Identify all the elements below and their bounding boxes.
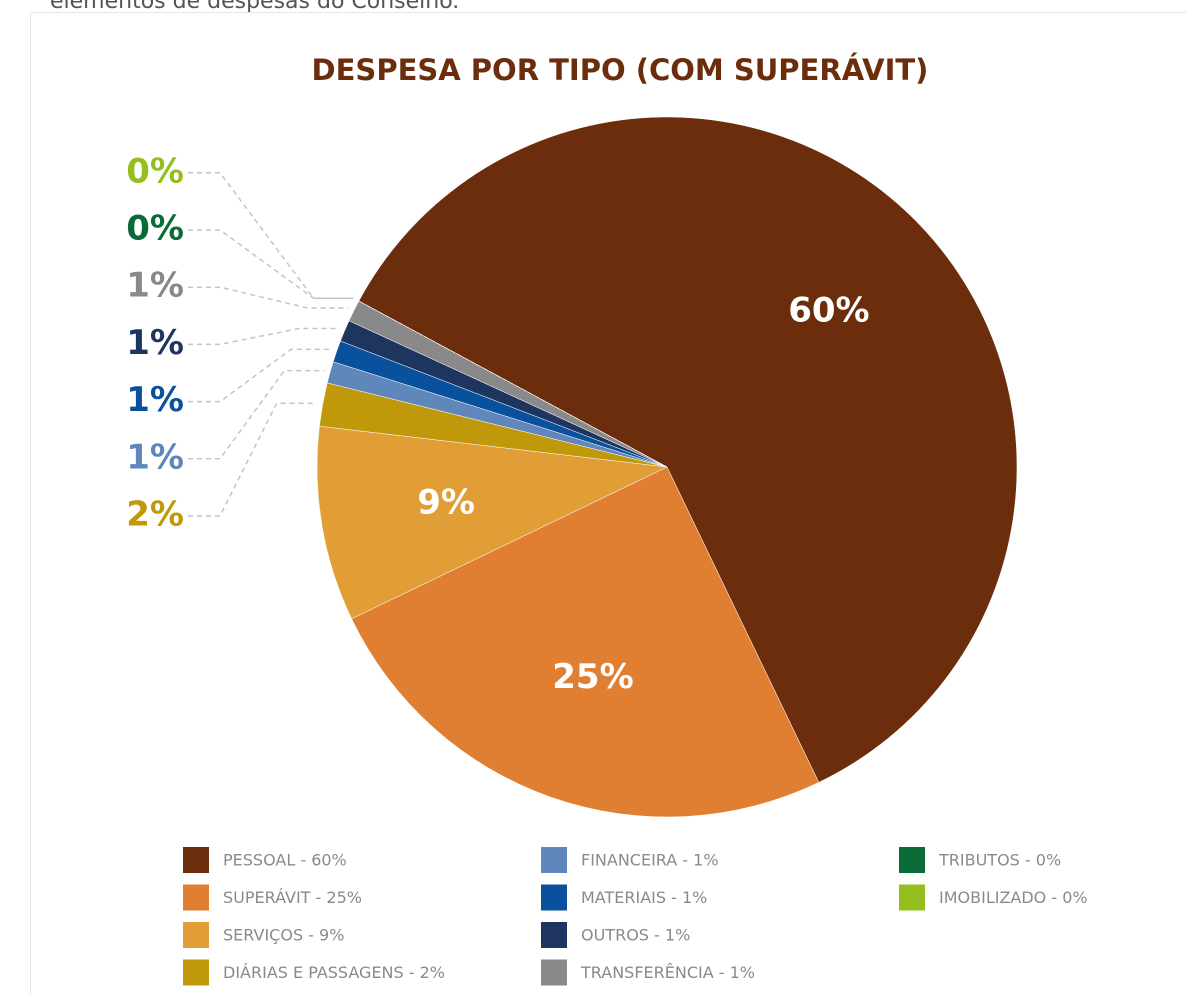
data-label: 25%	[552, 657, 633, 697]
leader-line	[188, 327, 340, 346]
data-label: 9%	[417, 482, 475, 522]
legend-label: DIÁRIAS E PASSAGENS - 2%	[223, 963, 445, 982]
legend-label: FINANCEIRA - 1%	[581, 851, 719, 870]
legend-label: TRIBUTOS - 0%	[938, 851, 1061, 870]
legend-swatch	[183, 922, 209, 948]
leader-line	[188, 348, 332, 403]
leader-line	[188, 402, 317, 517]
data-label: 1%	[126, 437, 184, 477]
legend-label: OUTROS - 1%	[581, 926, 690, 945]
legend-swatch	[183, 959, 209, 986]
legend-swatch	[899, 884, 925, 911]
legend-swatch	[183, 884, 209, 911]
legend-swatch	[899, 847, 925, 873]
intro-text: elementos de despesas do Conselho.	[50, 0, 459, 14]
pie-slice	[316, 425, 668, 620]
legend-label: SUPERÁVIT - 25%	[223, 888, 362, 907]
panel	[30, 12, 1186, 994]
legend-swatch	[541, 884, 567, 911]
legend-swatch	[541, 847, 567, 873]
data-label: 1%	[126, 323, 184, 363]
data-label: 0%	[126, 209, 184, 249]
pie-slice	[351, 466, 820, 818]
legend-label: MATERIAIS - 1%	[581, 888, 707, 907]
pie-slice	[358, 300, 668, 468]
legend-swatch	[541, 922, 567, 948]
legend-label: SERVIÇOS - 9%	[223, 926, 344, 945]
chart-title: DESPESA POR TIPO (COM SUPERÁVIT)	[312, 53, 929, 87]
legend-label: IMOBILIZADO - 0%	[939, 888, 1088, 907]
data-label: 1%	[126, 380, 184, 420]
legend-swatch	[541, 959, 567, 986]
legend-label: TRANSFERÊNCIA - 1%	[580, 963, 755, 982]
leader-line	[188, 229, 354, 299]
data-label: 0%	[126, 151, 184, 191]
data-label: 2%	[126, 495, 184, 535]
pie-slice	[358, 116, 1018, 783]
data-label: 1%	[126, 266, 184, 306]
leader-line	[188, 172, 354, 299]
legend-label: PESSOAL - 60%	[223, 851, 347, 870]
legend-swatch	[183, 847, 209, 873]
data-label: 60%	[788, 291, 869, 331]
